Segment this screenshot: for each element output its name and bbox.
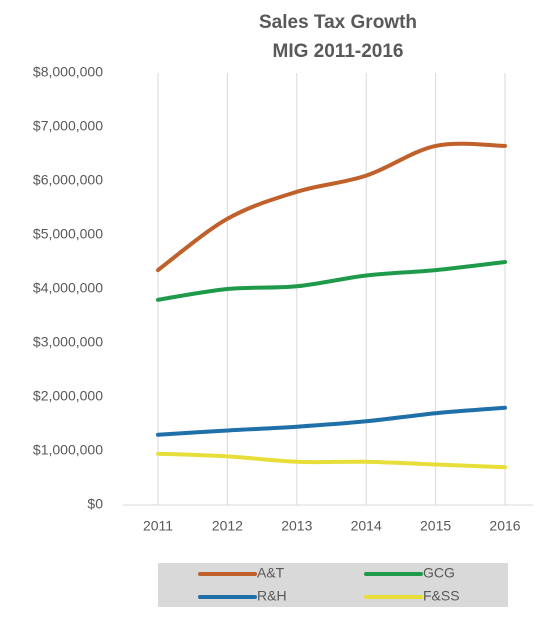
y-tick-label: $4,000,000	[33, 280, 103, 296]
x-tick-label: 2014	[351, 518, 382, 534]
legend-label: A&T	[257, 565, 285, 581]
x-tick-label: 2012	[212, 518, 243, 534]
chart-title: Sales Tax Growth	[259, 12, 417, 33]
y-tick-label: $5,000,000	[33, 226, 103, 242]
y-tick-label: $8,000,000	[33, 64, 103, 80]
series-line	[156, 451, 507, 470]
x-tick-label: 2015	[420, 518, 451, 534]
legend-label: R&H	[257, 588, 287, 604]
chart-subtitle: MIG 2011-2016	[273, 41, 404, 62]
y-tick-label: $0	[87, 496, 103, 512]
series-line	[156, 141, 507, 273]
x-tick-label: 2016	[489, 518, 520, 534]
y-tick-label: $6,000,000	[33, 172, 103, 188]
legend-box	[158, 563, 508, 607]
series-line	[156, 260, 507, 302]
x-tick-label: 2013	[281, 518, 312, 534]
y-tick-label: $3,000,000	[33, 334, 103, 350]
x-tick-label: 2011	[143, 518, 173, 534]
series-line	[156, 405, 507, 437]
y-tick-label: $7,000,000	[33, 118, 103, 134]
legend-label: F&SS	[423, 588, 460, 604]
legend-label: GCG	[423, 565, 455, 581]
y-tick-label: $2,000,000	[33, 388, 103, 404]
y-tick-label: $1,000,000	[33, 442, 103, 458]
